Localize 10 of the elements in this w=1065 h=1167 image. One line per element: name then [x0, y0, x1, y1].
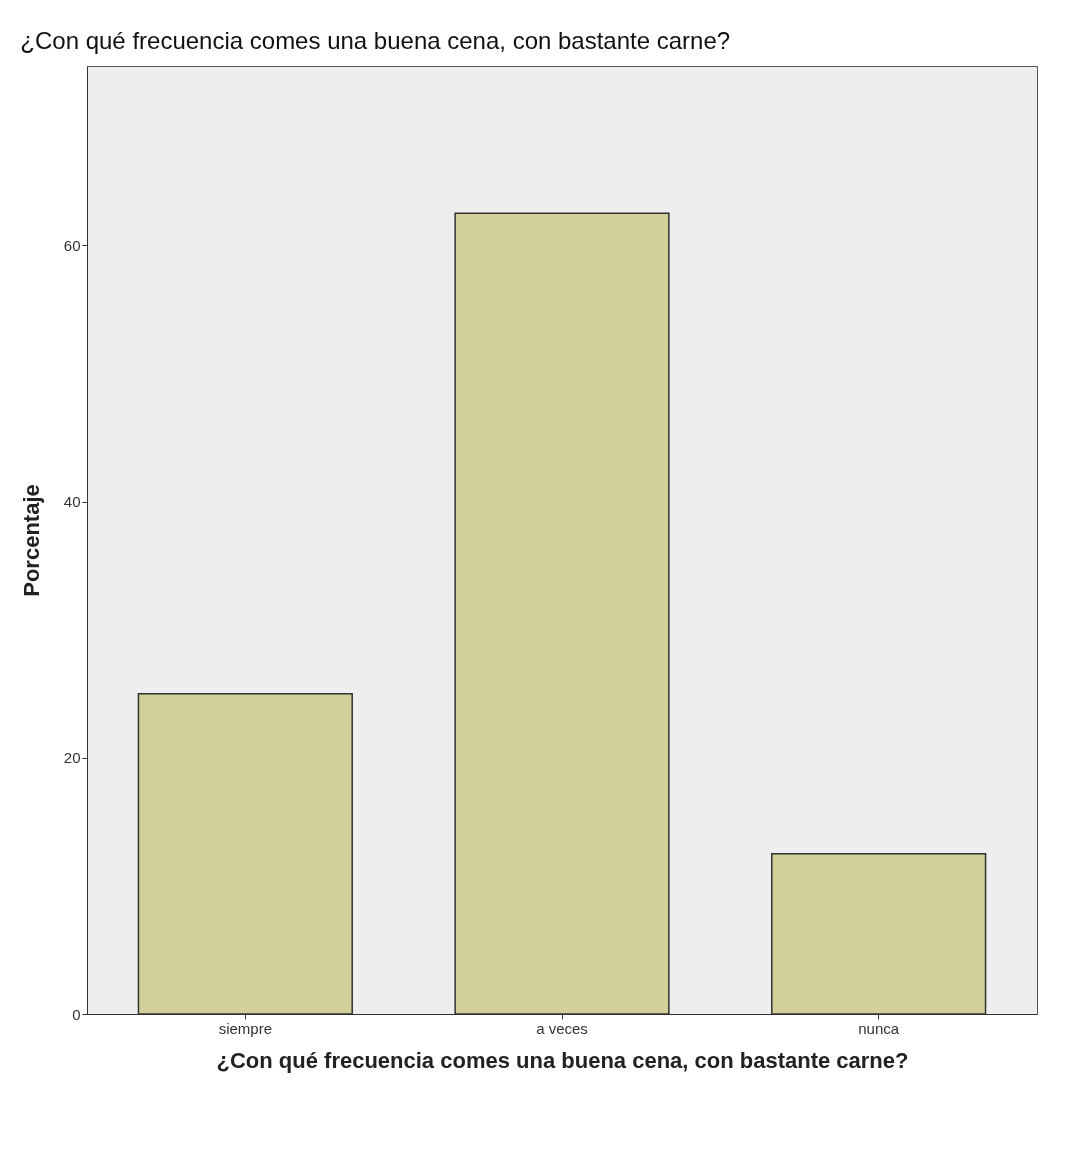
- x-tick-label: nunca: [858, 1019, 900, 1037]
- y-tick-label: 20: [63, 749, 81, 767]
- y-tick-label: 40: [63, 493, 81, 511]
- y-tick-label: 0: [72, 1005, 81, 1023]
- y-axis-title: Porcentaje: [18, 484, 44, 597]
- x-tick-label: a veces: [536, 1019, 588, 1037]
- x-tick-label: siempre: [218, 1019, 273, 1037]
- chart-title: ¿Con qué frecuencia comes una buena cena, con bastante carne?: [20, 27, 731, 54]
- x-axis-title: ¿Con qué frecuencia comes una buena cena, con bastante carne?: [216, 1047, 909, 1073]
- y-tick-label: 60: [63, 236, 81, 254]
